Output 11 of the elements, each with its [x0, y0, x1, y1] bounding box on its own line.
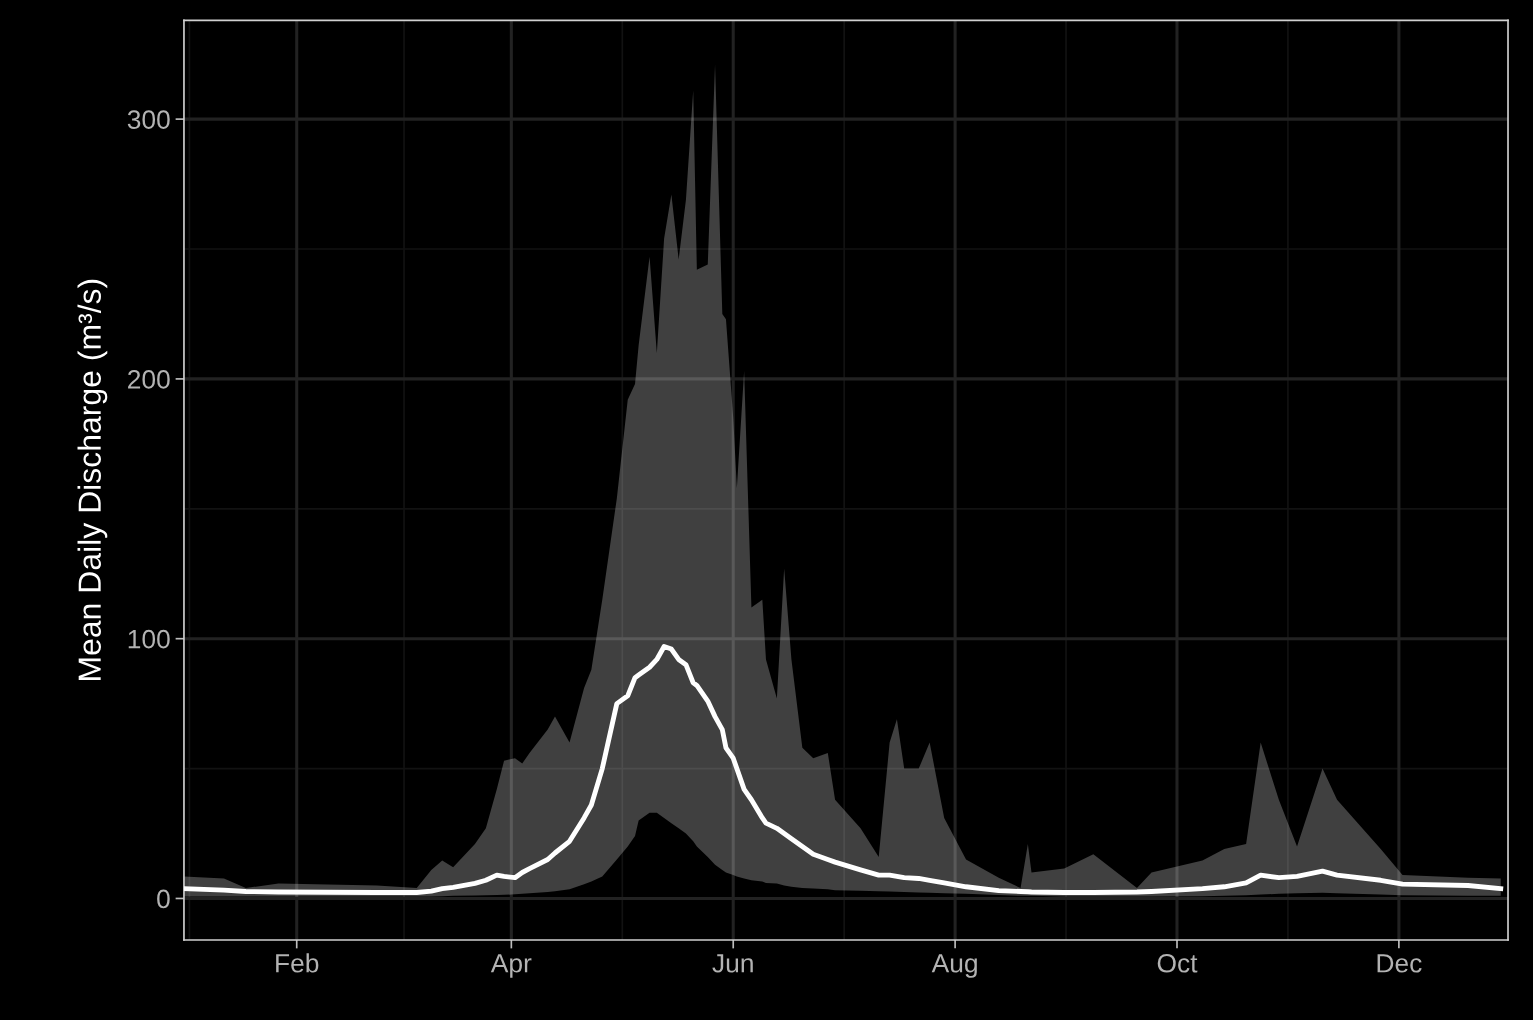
x-tick-label: Oct [1157, 953, 1198, 973]
x-tick-label: Dec [1377, 954, 1422, 973]
x-tick-label: Feb [276, 953, 319, 973]
x-tick-label: Apr [490, 954, 532, 978]
y-tick-label: 200 [128, 370, 170, 389]
y-tick-label: 0 [157, 889, 170, 909]
y-axis-title: Mean Daily Discharge (m³/s) [77, 279, 108, 680]
x-tick-label: Jun [712, 954, 753, 973]
y-tick-label: 300 [127, 110, 170, 129]
y-tick-label: 100 [128, 629, 170, 649]
x-tick-label: Aug [931, 954, 977, 978]
